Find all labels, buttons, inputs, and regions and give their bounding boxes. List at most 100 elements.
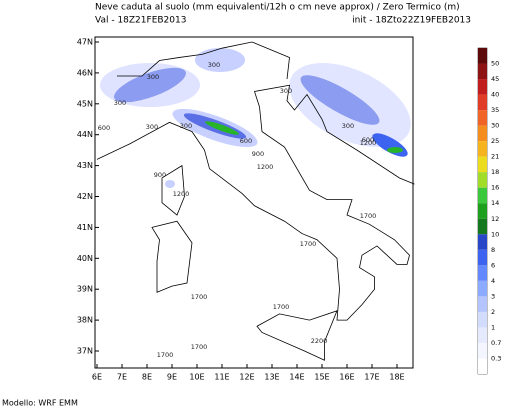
colorbar-label: 16 — [491, 184, 499, 192]
colorbar-label: 45 — [491, 75, 499, 83]
contour-label: 300 — [114, 99, 126, 107]
lon-label: 18E — [389, 373, 404, 382]
contour-label: 600 — [362, 136, 374, 144]
colorbar-swatch — [478, 327, 487, 343]
coast-line — [151, 220, 193, 293]
coast-line — [256, 310, 338, 361]
colorbar-swatch — [478, 311, 487, 328]
colorbar-swatch — [478, 296, 487, 312]
colorbar-swatch — [478, 156, 487, 173]
contour-label: 1700 — [300, 240, 317, 248]
colorbar-label: 0.7 — [491, 339, 501, 347]
lat-label: 39N — [77, 285, 93, 294]
colorbar-swatch — [478, 234, 487, 250]
lat-label: 47N — [77, 38, 93, 47]
colorbar-label: 6 — [491, 261, 495, 269]
colorbar-swatch — [478, 358, 487, 374]
contour-label: 2200 — [311, 337, 328, 345]
colorbar-swatch — [478, 48, 487, 64]
colorbar-swatch — [478, 125, 487, 142]
contour-label: 1700 — [273, 303, 290, 311]
colorbar-label: 50 — [491, 60, 499, 68]
contour-label: 900 — [154, 171, 166, 179]
snow-field — [100, 48, 411, 188]
contour-label: 300 — [180, 122, 192, 130]
contour-label: 600 — [240, 137, 252, 145]
colorbar-swatch — [478, 63, 487, 80]
lat-label: 43N — [77, 161, 93, 170]
contour-label: 1700 — [191, 293, 208, 301]
snow-area — [205, 121, 239, 135]
colorbar-swatch — [478, 249, 487, 266]
colorbar-label: 1 — [491, 323, 495, 331]
coast-line — [96, 84, 415, 321]
lon-label: 16E — [339, 373, 354, 382]
contour-label: 900 — [252, 150, 264, 158]
contour-label: 1200 — [257, 163, 274, 171]
colorbar-swatch — [478, 203, 487, 219]
contour-label: 1700 — [191, 343, 208, 351]
colorbar-swatch — [478, 280, 487, 297]
colorbar-label: 8 — [491, 246, 495, 254]
contour-label: 1200 — [360, 139, 377, 147]
lat-label: 42N — [77, 192, 93, 201]
colorbar-label: 0.3 — [491, 354, 501, 362]
contour-label: 300 — [208, 61, 220, 69]
lat-label: 41N — [77, 223, 93, 232]
colorbar-label: 3 — [491, 292, 495, 300]
colorbar-label: 21 — [491, 153, 499, 161]
contour-label: 300 — [146, 123, 158, 131]
lat-label: 45N — [77, 99, 93, 108]
colorbar-label: 10 — [491, 230, 499, 238]
contour-label: 300 — [342, 122, 354, 130]
snow-area — [114, 67, 186, 103]
colorbar-label: 12 — [491, 215, 499, 223]
colorbar-swatch — [478, 79, 487, 95]
title: Neve caduta al suolo (mm equivalenti/12h… — [95, 3, 460, 13]
contour-label: 300 — [280, 87, 292, 95]
lat-label: 40N — [77, 254, 93, 263]
colorbar-swatch — [478, 187, 487, 204]
lon-label: 15E — [314, 373, 329, 382]
coast-line — [161, 164, 185, 216]
snow-area — [195, 48, 245, 72]
colorbar-swatch — [478, 141, 487, 157]
lat-label: 37N — [77, 347, 93, 356]
colorbar-label: 30 — [491, 122, 499, 130]
lat-label: 38N — [77, 316, 93, 325]
coast-line — [117, 41, 290, 80]
lon-label: 9E — [167, 373, 177, 382]
contour-label: 300 — [147, 73, 159, 81]
colorbar-swatch — [478, 265, 487, 281]
colorbar-swatch — [478, 94, 487, 111]
lon-label: 14E — [289, 373, 304, 382]
colorbar-label: 4 — [491, 277, 495, 285]
colorbar-label: 25 — [491, 137, 499, 145]
contour-label: 600 — [98, 124, 110, 132]
lon-label: 8E — [142, 373, 152, 382]
lon-label: 7E — [117, 373, 127, 382]
lon-label: 11E — [214, 373, 229, 382]
colorbar-label: 40 — [491, 91, 499, 99]
colorbar-label: 14 — [491, 199, 499, 207]
colorbar-label: 2 — [491, 308, 495, 316]
contour-label: 1700 — [360, 212, 377, 220]
coastline — [96, 41, 415, 361]
contour-label: 1200 — [173, 190, 190, 198]
snow-area — [387, 147, 403, 153]
lon-label: 10E — [189, 373, 204, 382]
lon-label: 13E — [264, 373, 279, 382]
colorbar-swatch — [478, 172, 487, 188]
lat-label: 44N — [77, 130, 93, 139]
valid-time: Val - 18Z21FEB2013 — [95, 16, 186, 26]
snow-area — [300, 75, 380, 125]
colorbar-swatch — [478, 218, 487, 235]
lat-label: 46N — [77, 68, 93, 77]
colorbar-label: 18 — [491, 168, 499, 176]
lon-label: 17E — [364, 373, 379, 382]
lon-label: 12E — [239, 373, 254, 382]
model-label: Modello: WRF EMM — [2, 399, 78, 408]
lon-label: 6E — [92, 373, 102, 382]
snow-area — [165, 180, 175, 188]
